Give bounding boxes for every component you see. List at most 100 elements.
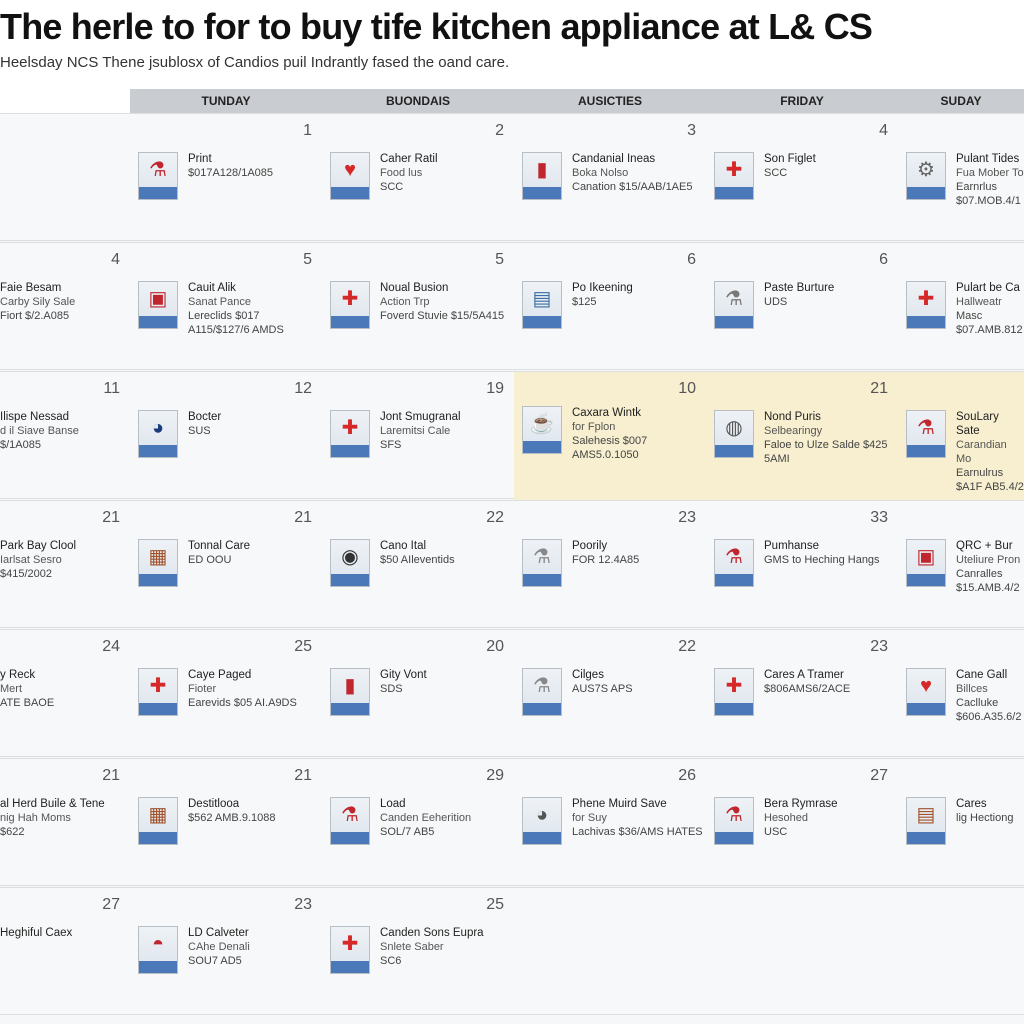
product-listing[interactable]: ▣ QRC + Bur Uteliure Pron Canralles $15.AMB… [906,539,1024,595]
product-listing[interactable]: ✚ Jont Smugranal Laremitsi Cale SFS [330,410,461,458]
product-listing[interactable]: ◓ LD Calveter CAhe Denali SOU7 AD5 [138,926,250,974]
day-cell[interactable]: ▣ QRC + Bur Uteliure Pron Canralles $15.AMB… [898,501,1024,629]
product-listing[interactable]: ◕ Bocter SUS [138,410,221,458]
day-cell[interactable]: 4 Faie Besam Carby Sily Sale Fiort $/2.A085 [0,243,130,371]
product-listing[interactable]: ▦ Tonnal Care ED OOU [138,539,250,587]
day-number: 21 [294,509,312,526]
day-cell[interactable]: 12 ◕ Bocter SUS [130,372,322,500]
day-cell[interactable]: 5 ▣ Cauit Alik Sanat Pance Lereclids $017 A1… [130,243,322,371]
day-cell[interactable]: ✚ Pulart be Ca Hallweatr Masc $07.AMB.812 [898,243,1024,371]
product-listing[interactable]: ⚗ Print $017A128/1A085 [138,152,273,200]
day-cell[interactable]: 4 ✚ Son Figlet SCC [706,114,898,242]
product-listing[interactable]: ▣ Cauit Alik Sanat Pance Lereclids $017 A11… [138,281,322,337]
product-price: $415/2002 [0,568,52,580]
product-name: LD Calveter [188,927,249,939]
product-listing[interactable]: ⚗ Bera Rymrase Hesohed USC [714,797,838,845]
product-listing[interactable]: Faie Besam Carby Sily Sale Fiort $/2.A085 [0,281,75,323]
day-cell[interactable]: 5 ✚ Noual Busion Action Trp Foverd Stuvie $1… [322,243,514,371]
day-cell[interactable]: 26 ◕ Phene Muird Save for Suy Lachivas $36/A… [514,759,706,887]
product-listing[interactable]: ✚ Noual Busion Action Trp Foverd Stuvie $15… [330,281,504,329]
day-cell[interactable]: 21 ◍ Nond Puris Selbearingy Faloe to Ulze Sa… [706,372,898,500]
product-name: Print [188,153,212,165]
day-cell[interactable]: 11 Ilispe Nessad d il Siave Banse $/1A085 [0,372,130,500]
product-listing[interactable]: ⚙ Pulant Tides Fua Mober To Earnrlus $07.MO… [906,152,1024,208]
product-listing[interactable]: Park Bay Clool Iarlsat Sesro $415/2002 [0,539,76,581]
day-cell[interactable]: 22 ◉ Cano Ital $50 AIleventids [322,501,514,629]
product-listing[interactable]: ▮ Gity Vont SDS [330,668,427,716]
day-cell[interactable]: 21 ▦ Tonnal Care ED OOU [130,501,322,629]
product-name: Cares A Tramer [764,669,844,681]
day-cell[interactable]: 33 ⚗ Pumhanse GMS to Heching Hangs [706,501,898,629]
product-listing[interactable]: ⚗ Paste Burture UDS [714,281,834,329]
day-cell[interactable]: ▤ Cares lig Hectiong [898,759,1024,887]
product-listing[interactable]: ◍ Nond Puris Selbearingy Faloe to Ulze Sald… [714,410,898,466]
product-price: Salehesis $007 AMS5.0.1050 [572,435,648,461]
product-listing[interactable]: ⚗ SouLary Sate Carandian Mo Earnulrus $A1F … [906,410,1024,494]
day-cell[interactable]: 2 ♥ Caher Ratil Food lus SCC [322,114,514,242]
product-listing[interactable]: al Herd Buile & Tene nig Hah Moms $622 [0,797,105,839]
product-listing[interactable]: ♥ Caher Ratil Food lus SCC [330,152,438,200]
product-listing[interactable]: ▤ Po Ikeening $125 [522,281,633,329]
day-cell[interactable]: 1 ⚗ Print $017A128/1A085 [130,114,322,242]
product-name: al Herd Buile & Tene [0,798,105,810]
day-cell[interactable]: 29 ⚗ Load Canden Eeherition SOL/7 AB5 [322,759,514,887]
day-cell[interactable]: 25 ✚ Canden Sons Eupra Snlete Saber SC6 [322,888,514,1016]
product-listing[interactable]: ♥ Cane Gall Billces Caclluke $606.A35.6/2 [906,668,1024,724]
day-cell[interactable] [0,114,130,242]
day-cell[interactable]: 21 ▦ Destitlooa $562 AMB.9.1088 [130,759,322,887]
day-cell[interactable]: 20 ▮ Gity Vont SDS [322,630,514,758]
day-number: 6 [687,251,696,268]
product-listing[interactable]: ▦ Destitlooa $562 AMB.9.1088 [138,797,275,845]
product-listing[interactable]: ✚ Son Figlet SCC [714,152,816,200]
day-cell[interactable]: 6 ⚗ Paste Burture UDS [706,243,898,371]
product-listing[interactable]: ⚗ Pumhanse GMS to Heching Hangs [714,539,880,587]
product-listing[interactable]: ▮ Candanial Ineas Boka Nolso Canation $15/A… [522,152,692,200]
pot-icon: ◕ [138,410,178,458]
stand-mixer-icon: ⚗ [330,797,370,845]
day-cell[interactable]: 23 ◓ LD Calveter CAhe Denali SOU7 AD5 [130,888,322,1016]
day-cell[interactable]: 27 Heghiful Caex [0,888,130,1016]
day-cell[interactable]: 23 ✚ Cares A Tramer $806AMS6/2ACE [706,630,898,758]
juicer-icon: ⚗ [522,668,562,716]
product-listing[interactable]: Ilispe Nessad d il Siave Banse $/1A085 [0,410,79,452]
product-meta: Action Trp [380,296,430,308]
day-cell[interactable]: 21 Park Bay Clool Iarlsat Sesro $415/2002 [0,501,130,629]
product-listing[interactable]: ☕ Caxara Wintk for Fplon Salehesis $007 AMS… [522,406,706,462]
product-listing[interactable]: ⚗ Poorily FOR 12.4A85 [522,539,639,587]
product-listing[interactable]: ▤ Cares lig Hectiong [906,797,1013,845]
product-name: Cares [956,798,987,810]
day-number: 4 [111,251,120,268]
product-listing[interactable]: Heghiful Caex [0,926,72,940]
day-cell[interactable]: 25 ✚ Caye Paged Fioter Earevids $05 AI.A9DS [130,630,322,758]
day-cell[interactable]: 6 ▤ Po Ikeening $125 [514,243,706,371]
day-cell[interactable]: ⚗ SouLary Sate Carandian Mo Earnulrus $A1F … [898,372,1024,500]
product-listing[interactable]: ✚ Canden Sons Eupra Snlete Saber SC6 [330,926,484,974]
product-listing[interactable]: y Reck Mert ATE BAOE [0,668,54,710]
product-listing[interactable]: ✚ Caye Paged Fioter Earevids $05 AI.A9DS [138,668,297,716]
product-listing[interactable]: ⚗ Cilges AUS7S APS [522,668,633,716]
product-meta: Uteliure Pron [956,554,1021,566]
product-meta: Hallweatr [956,296,1002,308]
day-cell[interactable]: 22 ⚗ Cilges AUS7S APS [514,630,706,758]
day-cell[interactable] [898,888,1024,1016]
day-cell[interactable]: 21 al Herd Buile & Tene nig Hah Moms $622 [0,759,130,887]
day-cell[interactable]: 10 ☕ Caxara Wintk for Fplon Salehesis $007 A… [514,372,706,500]
day-cell[interactable]: 24 y Reck Mert ATE BAOE [0,630,130,758]
day-cell[interactable]: 19 ✚ Jont Smugranal Laremitsi Cale SFS [322,372,514,500]
product-price: SUS [188,425,211,437]
product-listing[interactable]: ◕ Phene Muird Save for Suy Lachivas $36/AMS… [522,797,703,845]
product-listing[interactable]: ⚗ Load Canden Eeherition SOL/7 AB5 [330,797,471,845]
product-price: Faloe to Ulze Salde $425 5AMI [764,439,888,465]
day-cell[interactable]: 27 ⚗ Bera Rymrase Hesohed USC [706,759,898,887]
day-cell[interactable]: ♥ Cane Gall Billces Caclluke $606.A35.6/2 [898,630,1024,758]
day-cell[interactable] [514,888,706,1016]
product-listing[interactable]: ◉ Cano Ital $50 AIleventids [330,539,455,587]
product-meta: Fua Mober To [956,167,1024,179]
product-listing[interactable]: ✚ Cares A Tramer $806AMS6/2ACE [714,668,850,716]
weekday-label: AUSICTIES [577,94,642,108]
day-cell[interactable]: 23 ⚗ Poorily FOR 12.4A85 [514,501,706,629]
day-cell[interactable]: 3 ▮ Candanial Ineas Boka Nolso Canation $15/… [514,114,706,242]
product-listing[interactable]: ✚ Pulart be Ca Hallweatr Masc $07.AMB.812 [906,281,1024,337]
day-cell[interactable]: ⚙ Pulant Tides Fua Mober To Earnrlus $07.MO… [898,114,1024,242]
day-cell[interactable] [706,888,898,1016]
